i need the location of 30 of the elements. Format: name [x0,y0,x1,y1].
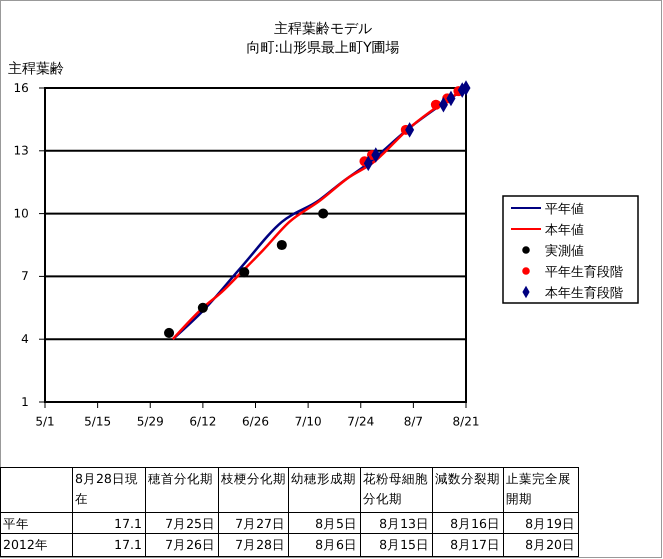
x-tick-label: 7/10 [294,414,322,428]
x-tick-label: 8/7 [404,414,424,428]
stage-table: 8月28日現在 穂首分化期 枝梗分化期 幼穂形成期 花粉母細胞分化期 減数分裂期 止葉完全展開期 平年 17.1 7月25日 7月27日 8月5日 8月13日 8月16日 8月19日 2012年 17.1 7月26日 7月28日 8月6日 8月15日 8月17日 8月20日 [0,467,579,557]
x-tick-label: 7/24 [347,414,374,428]
y-axis-title: 主稈葉齢 [8,61,64,77]
point [164,328,174,338]
chart-subtitle: 向町:山形県最上町Y圃場 [246,40,400,56]
x-tick-label: 6/12 [189,414,216,428]
legend-label: 平年生育段階 [545,264,623,280]
point [239,267,250,278]
legend-label: 実測値 [545,243,584,259]
legend-label: 平年値 [545,202,584,217]
point [318,208,328,219]
x-tick-label: 8/21 [452,414,480,428]
y-tick-label: 10 [14,206,29,220]
legend-label: 本年値 [545,223,584,238]
y-tick-label: 1 [21,394,29,409]
x-tick-label: 5/1 [35,414,55,428]
x-tick-label: 5/15 [84,414,112,428]
y-tick-label: 4 [21,332,29,346]
point [276,240,287,250]
chart-title: 主稈葉齢モデル [274,21,372,37]
y-tick-label: 13 [14,144,29,158]
y-tick-label: 16 [14,80,29,95]
point [430,100,441,110]
x-tick-label: 6/26 [242,414,269,428]
legend-label: 本年生育段階 [545,285,623,301]
x-tick-label: 5/29 [136,414,164,428]
point [198,302,208,313]
y-tick-label: 7 [21,269,29,284]
